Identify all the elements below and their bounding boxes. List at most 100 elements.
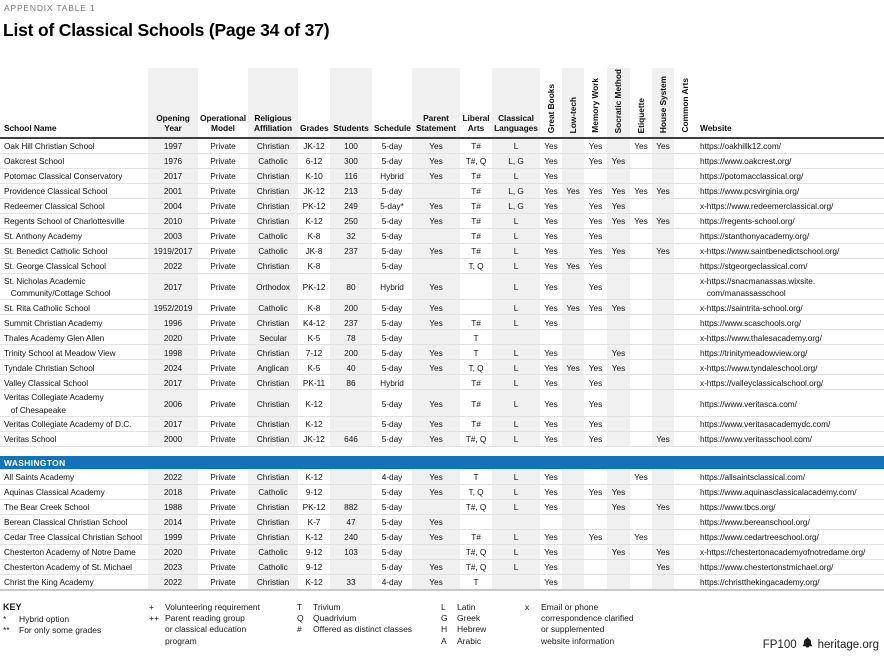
website-link[interactable]: https://www.veritasschool.com/	[700, 434, 812, 445]
cell-common-arts	[674, 258, 696, 274]
website-link[interactable]: x-https://saintrita-school.org/	[700, 302, 803, 313]
website-link[interactable]: https://christthekingacademy.org/	[700, 577, 820, 588]
cell-common-arts	[674, 389, 696, 417]
cell-classical-languages: L	[492, 469, 540, 485]
cell-common-arts	[674, 484, 696, 500]
cell-liberal-arts: T#, Q	[460, 153, 492, 169]
cell-common-arts	[674, 299, 696, 315]
cell-operational-model: Private	[198, 574, 248, 591]
cell-schedule: 5-day	[372, 430, 412, 447]
key-item: + Volunteering requirement	[149, 602, 260, 613]
table-row: The Bear Creek School 1988 Private Christia…	[0, 499, 884, 515]
table-row: Tyndale Christian School 2024 Private Angli…	[0, 359, 884, 375]
website-link[interactable]: https://www.veritasca.com/	[700, 398, 797, 409]
website-link[interactable]: https://stanthonyacademy.org/	[700, 231, 810, 242]
cell-school-name: Chesterton Academy of St. Michael	[0, 559, 148, 575]
cell-house-system	[652, 272, 674, 300]
cell-operational-model: Private	[198, 228, 248, 244]
cell-students: 47	[330, 514, 372, 530]
cell-classical-languages: L	[492, 258, 540, 274]
cell-liberal-arts: T#	[471, 141, 481, 152]
cell-house-system	[652, 314, 674, 330]
key-text: Volunteering requirement	[165, 602, 260, 612]
cell-etiquette	[630, 272, 652, 300]
website-link[interactable]: https://www.scaschools.org/	[700, 317, 802, 328]
cell-website: https://trinitymeadowview.org/	[696, 344, 884, 360]
cell-socratic-method: Yes	[607, 198, 630, 214]
website-link[interactable]: https://stgeorgeclassical.com/	[700, 261, 808, 272]
website-link[interactable]: https://www.tbcs.org/	[700, 502, 776, 513]
website-link[interactable]: https://www.aquinasclassicalacademy.com/	[700, 487, 857, 498]
cell-classical-languages: L	[513, 141, 519, 152]
cell-classical-languages: L	[492, 314, 540, 330]
website-link[interactable]: https://www.oakcrest.org/	[700, 156, 792, 167]
cell-memory-work	[584, 469, 607, 485]
cell-operational-model: Private	[198, 559, 248, 575]
cell-socratic-method: Yes	[607, 484, 630, 500]
cell-religious-affiliation: Catholic	[248, 228, 298, 244]
website-link[interactable]: https://www.cedartreeschool.org/	[700, 532, 819, 543]
key-symbol: **	[3, 625, 10, 636]
cell-memory-work: Yes	[584, 299, 607, 315]
cell-etiquette	[630, 544, 652, 560]
website-link[interactable]: x-https://www.redeemerclassical.org/	[700, 201, 834, 212]
cell-great-books: Yes	[540, 374, 562, 390]
cell-liberal-arts: T	[460, 574, 492, 591]
cell-liberal-arts: T#	[460, 374, 492, 390]
cell-liberal-arts: T, Q	[460, 484, 492, 500]
cell-students	[330, 484, 372, 500]
cell-socratic-method	[607, 415, 630, 432]
cell-great-books: Yes	[544, 141, 558, 152]
cell-schedule: 5-day	[372, 243, 412, 259]
website-link[interactable]: x-https://www.thalesacademy.org/	[700, 332, 822, 343]
website-link[interactable]: x-https://www.saintbenedictschool.org/	[700, 246, 840, 257]
cell-socratic-method: Yes	[607, 213, 630, 229]
website-link[interactable]: https://www.veritasacademydc.com/	[700, 419, 831, 430]
cell-classical-languages: L	[492, 272, 540, 300]
cell-great-books: Yes	[540, 183, 562, 199]
website-link[interactable]: https://trinitymeadowview.org/	[700, 347, 808, 358]
cell-opening-year: 2000	[148, 430, 198, 447]
website-link[interactable]: https://oakhillk12.com/	[700, 141, 781, 152]
key-item: x Email or phone correspondence clarified…	[525, 602, 634, 647]
website-link[interactable]: x-https://chestertonacademyofnotredame.o…	[700, 547, 866, 558]
cell-opening-year: 1999	[148, 529, 198, 545]
cell-low-tech	[562, 574, 584, 591]
website-link[interactable]: https://allsaintsclassical.com/	[700, 472, 805, 483]
cell-low-tech: Yes	[562, 299, 584, 315]
cell-website: x-https://saintrita-school.org/	[696, 299, 884, 315]
cell-grades: K-5	[298, 359, 330, 375]
website-link[interactable]: https://potomacclassical.org/	[700, 171, 804, 182]
cell-grades: K-5	[298, 329, 330, 345]
cell-school-name: Berean Classical Christian School	[0, 514, 148, 530]
cell-common-arts	[674, 559, 696, 575]
website-link[interactable]: x-https://valleyclassicalschool.org/	[700, 377, 824, 388]
website-link[interactable]: https://www.chestertonstmichael.org/	[700, 562, 834, 573]
cell-classical-languages: L	[492, 559, 540, 575]
key-item: ** For only some grades	[3, 625, 101, 636]
cell-schedule: 5-day	[372, 415, 412, 432]
cell-grades: K-7	[298, 514, 330, 530]
website-link[interactable]: https://www.pcsvirginia.org/	[700, 186, 800, 197]
schools-table: School Name Opening Year Operational Model…	[0, 68, 884, 591]
cell-school-name: St. Rita Catholic School	[0, 299, 148, 315]
cell-grades: K-12	[298, 389, 330, 417]
cell-common-arts	[674, 329, 696, 345]
website-link[interactable]: https://www.bereanschool.org/	[700, 517, 810, 528]
cell-operational-model: Private	[210, 141, 236, 152]
cell-memory-work: Yes	[588, 141, 603, 152]
key-item: A Arabic	[441, 636, 486, 647]
cell-religious-affiliation: Christian	[248, 389, 298, 417]
website-link[interactable]: x-https://www.tyndaleschool.org/	[700, 362, 818, 373]
cell-classical-languages: L	[492, 374, 540, 390]
cell-classical-languages: L	[492, 389, 540, 417]
cell-low-tech	[562, 168, 584, 184]
cell-memory-work: Yes	[584, 153, 607, 169]
website-link[interactable]: x-https://snacmanassas.wixsite. com/mana…	[700, 276, 816, 299]
cell-operational-model: Private	[198, 314, 248, 330]
cell-students: 300	[330, 153, 372, 169]
website-link[interactable]: https://regents-school.org/	[700, 216, 795, 227]
key-item: T Trivium	[297, 602, 412, 613]
cell-classical-languages: L, G	[492, 183, 540, 199]
cell-parent-statement: Yes	[412, 514, 460, 530]
